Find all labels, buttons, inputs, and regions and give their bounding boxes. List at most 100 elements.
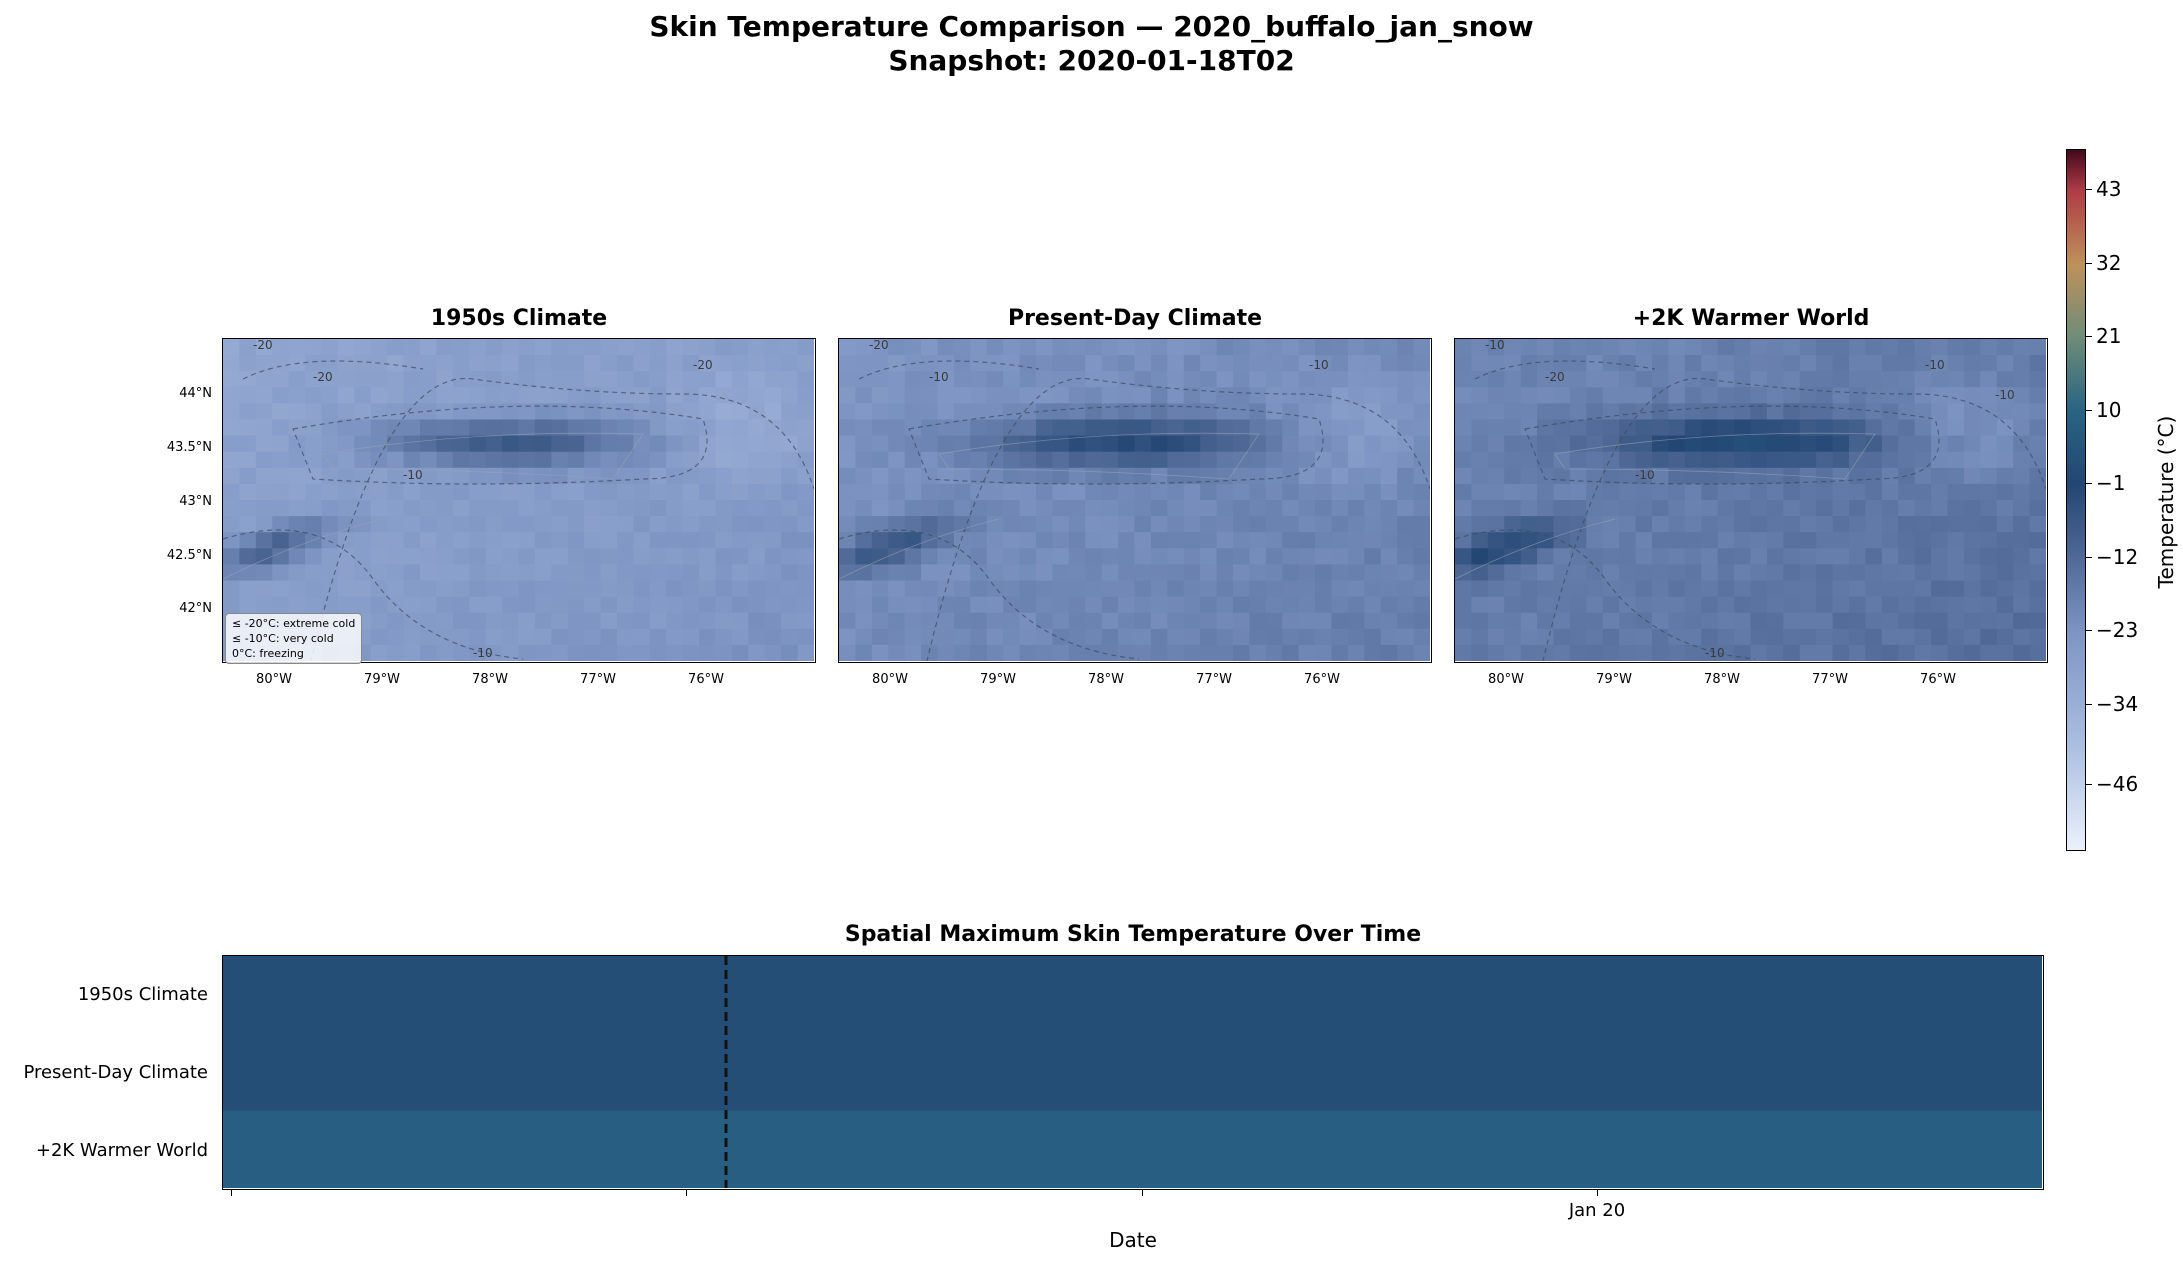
map-grid-cell <box>1150 339 1168 356</box>
map-grid-cell <box>617 644 635 661</box>
map-grid-cell <box>1652 467 1670 485</box>
map-grid-cell <box>1085 339 1103 356</box>
map-grid-cell <box>1569 564 1587 582</box>
map-grid-cell <box>1380 532 1398 549</box>
map-grid-cell <box>797 644 814 661</box>
map-grid-cell <box>1652 403 1670 421</box>
colorbar-segment <box>2067 304 2085 307</box>
contour-label: -10 <box>1925 358 1945 372</box>
map-grid-cell <box>970 532 988 549</box>
map-grid-cell <box>839 419 857 437</box>
map-grid-cell <box>1167 596 1185 614</box>
map-grid-cell <box>764 435 782 453</box>
map-grid-cell <box>1052 532 1070 549</box>
map-grid-cell <box>551 548 569 565</box>
map-grid-cell <box>1635 355 1653 372</box>
map-grid-cell <box>633 548 651 565</box>
map-grid-cell <box>387 516 405 533</box>
colorbar-segment <box>2067 366 2085 369</box>
map-grid-cell <box>1282 580 1300 598</box>
map-grid-cell <box>288 371 306 388</box>
colorbar-segment <box>2067 650 2085 653</box>
colorbar-tick-mark <box>2086 703 2092 705</box>
colorbar-segment <box>2067 818 2085 821</box>
map-grid-cell <box>781 339 799 356</box>
map-grid-cell <box>1504 580 1522 598</box>
map-grid-cell <box>1101 532 1119 549</box>
map-grid-cell <box>370 371 388 388</box>
map-grid-cell <box>485 564 503 582</box>
map-grid-cell <box>1471 467 1489 485</box>
map-grid-cell <box>223 451 241 469</box>
temperature-map-1950s: -20-20-20-10-10 <box>223 339 814 661</box>
map-grid-cell <box>370 548 388 565</box>
map-grid-cell <box>797 596 814 614</box>
map-grid-cell <box>1471 644 1489 661</box>
map-grid-cell <box>781 403 799 421</box>
map-grid-cell <box>1619 339 1637 356</box>
map-grid-cell <box>436 500 454 517</box>
map-grid-cell <box>1914 467 1932 485</box>
map-grid-cell <box>953 596 971 614</box>
map-grid-cell <box>551 339 569 356</box>
map-grid-cell <box>953 435 971 453</box>
colorbar-segment <box>2067 632 2085 635</box>
map-grid-cell <box>1068 628 1086 646</box>
map-grid-cell <box>485 371 503 388</box>
lat-tick: 42°N <box>179 601 212 616</box>
map-grid-cell <box>1734 516 1752 533</box>
colorbar-segment <box>2067 560 2085 563</box>
map-grid-cell <box>682 564 700 582</box>
map-grid-cell <box>1216 500 1234 517</box>
map-grid-cell <box>2013 644 2031 661</box>
map-grid-cell <box>699 644 717 661</box>
map-grid-cell <box>223 355 241 372</box>
map-grid-cell <box>1455 596 1473 614</box>
map-grid-cell <box>682 500 700 517</box>
map-grid-cell <box>797 451 814 469</box>
map-grid-cell <box>370 612 388 630</box>
colorbar-segment <box>2067 572 2085 575</box>
map-grid-cell <box>1898 435 1916 453</box>
threshold-legend-item: 0°C: freezing <box>232 647 304 660</box>
map-grid-cell <box>699 580 717 598</box>
map-grid-cell <box>1471 500 1489 517</box>
map-grid-cell <box>617 532 635 549</box>
map-grid-cell <box>1216 403 1234 421</box>
map-grid-cell <box>921 564 939 582</box>
map-grid-cell <box>370 580 388 598</box>
map-grid-cell <box>1734 612 1752 630</box>
map-grid-cell <box>1537 644 1555 661</box>
map-grid-cell <box>1200 500 1218 517</box>
map-grid-cell <box>1364 548 1382 565</box>
colorbar-segment <box>2067 184 2085 187</box>
map-grid-cell <box>1619 628 1637 646</box>
map-grid-cell <box>1315 339 1333 356</box>
map-grid-cell <box>1315 435 1333 453</box>
map-grid-cell <box>1766 467 1784 485</box>
heatmap-row-label: Present-Day Climate <box>23 1062 208 1083</box>
colorbar-segment <box>2067 384 2085 387</box>
map-grid-cell <box>1233 612 1251 630</box>
map-grid-cell <box>1052 500 1070 517</box>
map-grid-cell <box>1052 339 1070 356</box>
map-grid-cell <box>953 500 971 517</box>
map-grid-cell <box>1783 516 1801 533</box>
colorbar-segment <box>2067 600 2085 603</box>
map-grid-cell <box>1520 596 1538 614</box>
map-grid-cell <box>1036 516 1054 533</box>
colorbar-segment <box>2067 434 2085 437</box>
colorbar-segment <box>2067 736 2085 739</box>
colorbar-segment <box>2067 730 2085 733</box>
map-grid-cell <box>986 564 1004 582</box>
map-grid-cell <box>953 644 971 661</box>
map-grid-cell <box>403 628 421 646</box>
map-grid-cell <box>1931 612 1949 630</box>
colorbar-segment <box>2067 416 2085 419</box>
map-grid-cell <box>1282 451 1300 469</box>
map-grid-cell <box>518 339 536 356</box>
map-grid-cell <box>534 500 552 517</box>
colorbar-segment <box>2067 562 2085 565</box>
map-grid-cell <box>617 339 635 356</box>
map-grid-cell <box>1216 419 1234 437</box>
